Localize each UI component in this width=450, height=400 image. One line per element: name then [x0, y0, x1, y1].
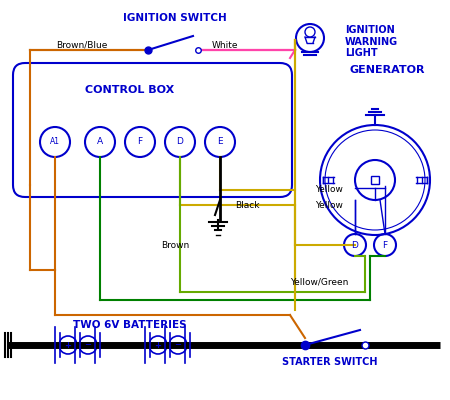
Text: IGNITION SWITCH: IGNITION SWITCH — [123, 13, 227, 23]
Text: +: + — [64, 340, 72, 350]
Text: E: E — [217, 138, 223, 146]
Text: +: + — [154, 340, 162, 350]
Text: TWO 6V BATTERIES: TWO 6V BATTERIES — [73, 320, 187, 330]
Text: −: − — [85, 340, 91, 350]
Text: Yellow: Yellow — [315, 200, 343, 210]
Text: Yellow/Green: Yellow/Green — [290, 278, 348, 286]
Text: Brown: Brown — [161, 240, 189, 250]
Text: IGNITION
WARNING
LIGHT: IGNITION WARNING LIGHT — [345, 25, 398, 58]
Text: GENERATOR: GENERATOR — [350, 65, 426, 75]
Text: F: F — [382, 240, 387, 250]
Text: −: − — [175, 340, 181, 350]
Text: D: D — [351, 240, 359, 250]
Text: D: D — [176, 138, 184, 146]
Text: Black: Black — [235, 200, 260, 210]
Text: CONTROL BOX: CONTROL BOX — [86, 85, 175, 95]
Text: White: White — [212, 40, 238, 50]
Text: F: F — [137, 138, 143, 146]
Text: Brown/Blue: Brown/Blue — [56, 40, 108, 50]
Text: Yellow: Yellow — [315, 186, 343, 194]
Text: A: A — [97, 138, 103, 146]
Text: A1: A1 — [50, 138, 60, 146]
Text: STARTER SWITCH: STARTER SWITCH — [282, 357, 378, 367]
